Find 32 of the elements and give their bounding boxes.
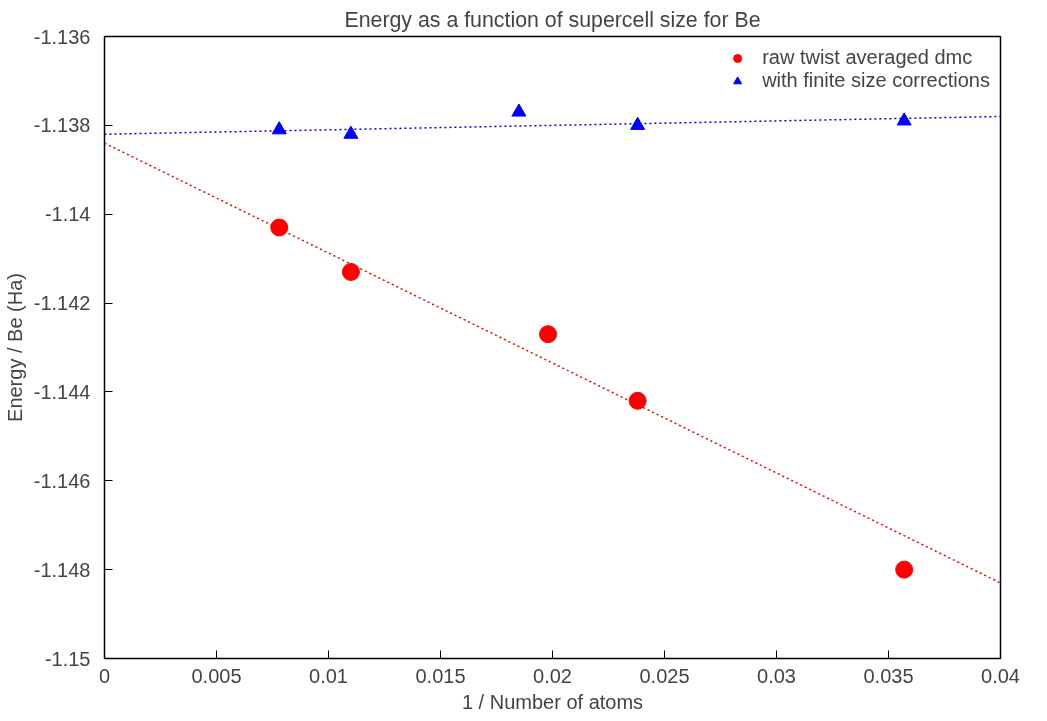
x-tick-label: 0.005 <box>191 664 242 687</box>
point <box>896 112 912 126</box>
x-tick-label: 0.04 <box>981 664 1020 687</box>
point <box>539 325 558 344</box>
y-axis-title: Energy / Be (Ha) <box>3 273 26 422</box>
chart-title: Energy as a function of supercell size for Be <box>344 7 761 32</box>
x-tick-label: 0.03 <box>757 664 796 687</box>
y-tick-label: -1.148 <box>33 558 91 581</box>
y-tick-label: -1.136 <box>33 25 91 48</box>
x-tick-label: 0.035 <box>863 664 914 687</box>
y-tick-label: -1.14 <box>44 203 91 226</box>
y-tick-label: -1.142 <box>33 292 91 315</box>
point <box>341 262 360 281</box>
x-tick-label: 0.01 <box>309 664 348 687</box>
point <box>343 125 359 139</box>
point <box>628 391 647 410</box>
point <box>271 121 287 135</box>
point <box>511 103 527 117</box>
x-tick-label: 0 <box>98 664 111 687</box>
y-tick-label: -1.138 <box>33 114 91 137</box>
y-tick-label: -1.15 <box>44 647 91 670</box>
legend-label: raw twist averaged dmc <box>762 46 973 69</box>
point <box>895 560 914 579</box>
x-tick-label: 0.025 <box>639 664 690 687</box>
x-tick-label: 0.02 <box>533 664 572 687</box>
x-axis-title: 1 / Number of atoms <box>461 690 644 713</box>
y-tick-label: -1.144 <box>33 380 91 403</box>
legend-label: with finite size corrections <box>762 69 990 92</box>
point <box>270 218 289 237</box>
x-tick-label: 0.015 <box>415 664 466 687</box>
y-tick-label: -1.146 <box>33 469 91 492</box>
point <box>630 116 646 130</box>
